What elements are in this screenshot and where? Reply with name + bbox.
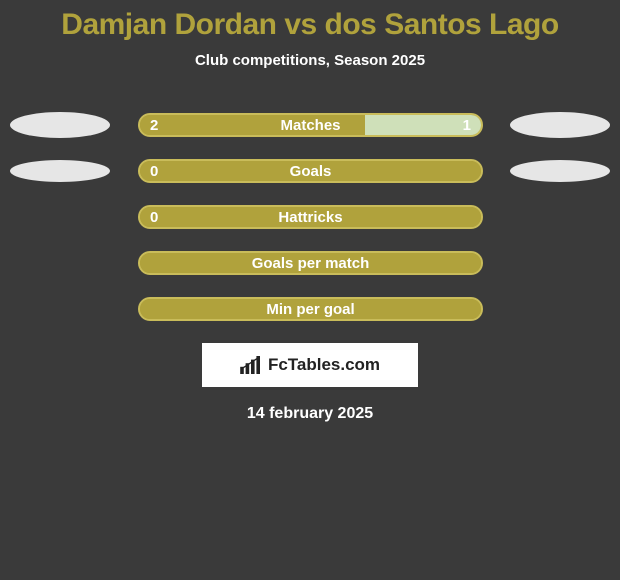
- stat-bar: 0Hattricks: [138, 205, 483, 229]
- date-text: 14 february 2025: [0, 405, 620, 423]
- stat-row: 0Goals: [0, 159, 620, 183]
- stat-value-left: 0: [150, 207, 158, 227]
- stat-bar: 0Goals: [138, 159, 483, 183]
- bar-chart-icon: [240, 356, 262, 374]
- stat-bar: 21Matches: [138, 113, 483, 137]
- player-badge-left: [10, 160, 110, 182]
- stat-value-left: 0: [150, 161, 158, 181]
- page-subtitle: Club competitions, Season 2025: [0, 52, 620, 69]
- stat-row: Goals per match: [0, 251, 620, 275]
- stat-value-left: 2: [150, 115, 158, 135]
- stat-bar-left: [140, 299, 481, 319]
- player-badge-right: [510, 112, 610, 138]
- logo-box: FcTables.com: [202, 343, 418, 387]
- stat-row: Min per goal: [0, 297, 620, 321]
- stat-row: 0Hattricks: [0, 205, 620, 229]
- stat-bar-left: [140, 253, 481, 273]
- stat-bar-left: [140, 115, 365, 135]
- page-title: Damjan Dordan vs dos Santos Lago: [0, 0, 620, 42]
- logo-text: FcTables.com: [268, 355, 380, 375]
- player-badge-left: [10, 112, 110, 138]
- stat-bar-left: [140, 161, 481, 181]
- stats-rows: 21Matches0Goals0HattricksGoals per match…: [0, 113, 620, 321]
- stat-row: 21Matches: [0, 113, 620, 137]
- player-badge-right: [510, 160, 610, 182]
- stat-bar-left: [140, 207, 481, 227]
- stat-bar: Goals per match: [138, 251, 483, 275]
- stat-bar: Min per goal: [138, 297, 483, 321]
- stat-value-right: 1: [463, 115, 471, 135]
